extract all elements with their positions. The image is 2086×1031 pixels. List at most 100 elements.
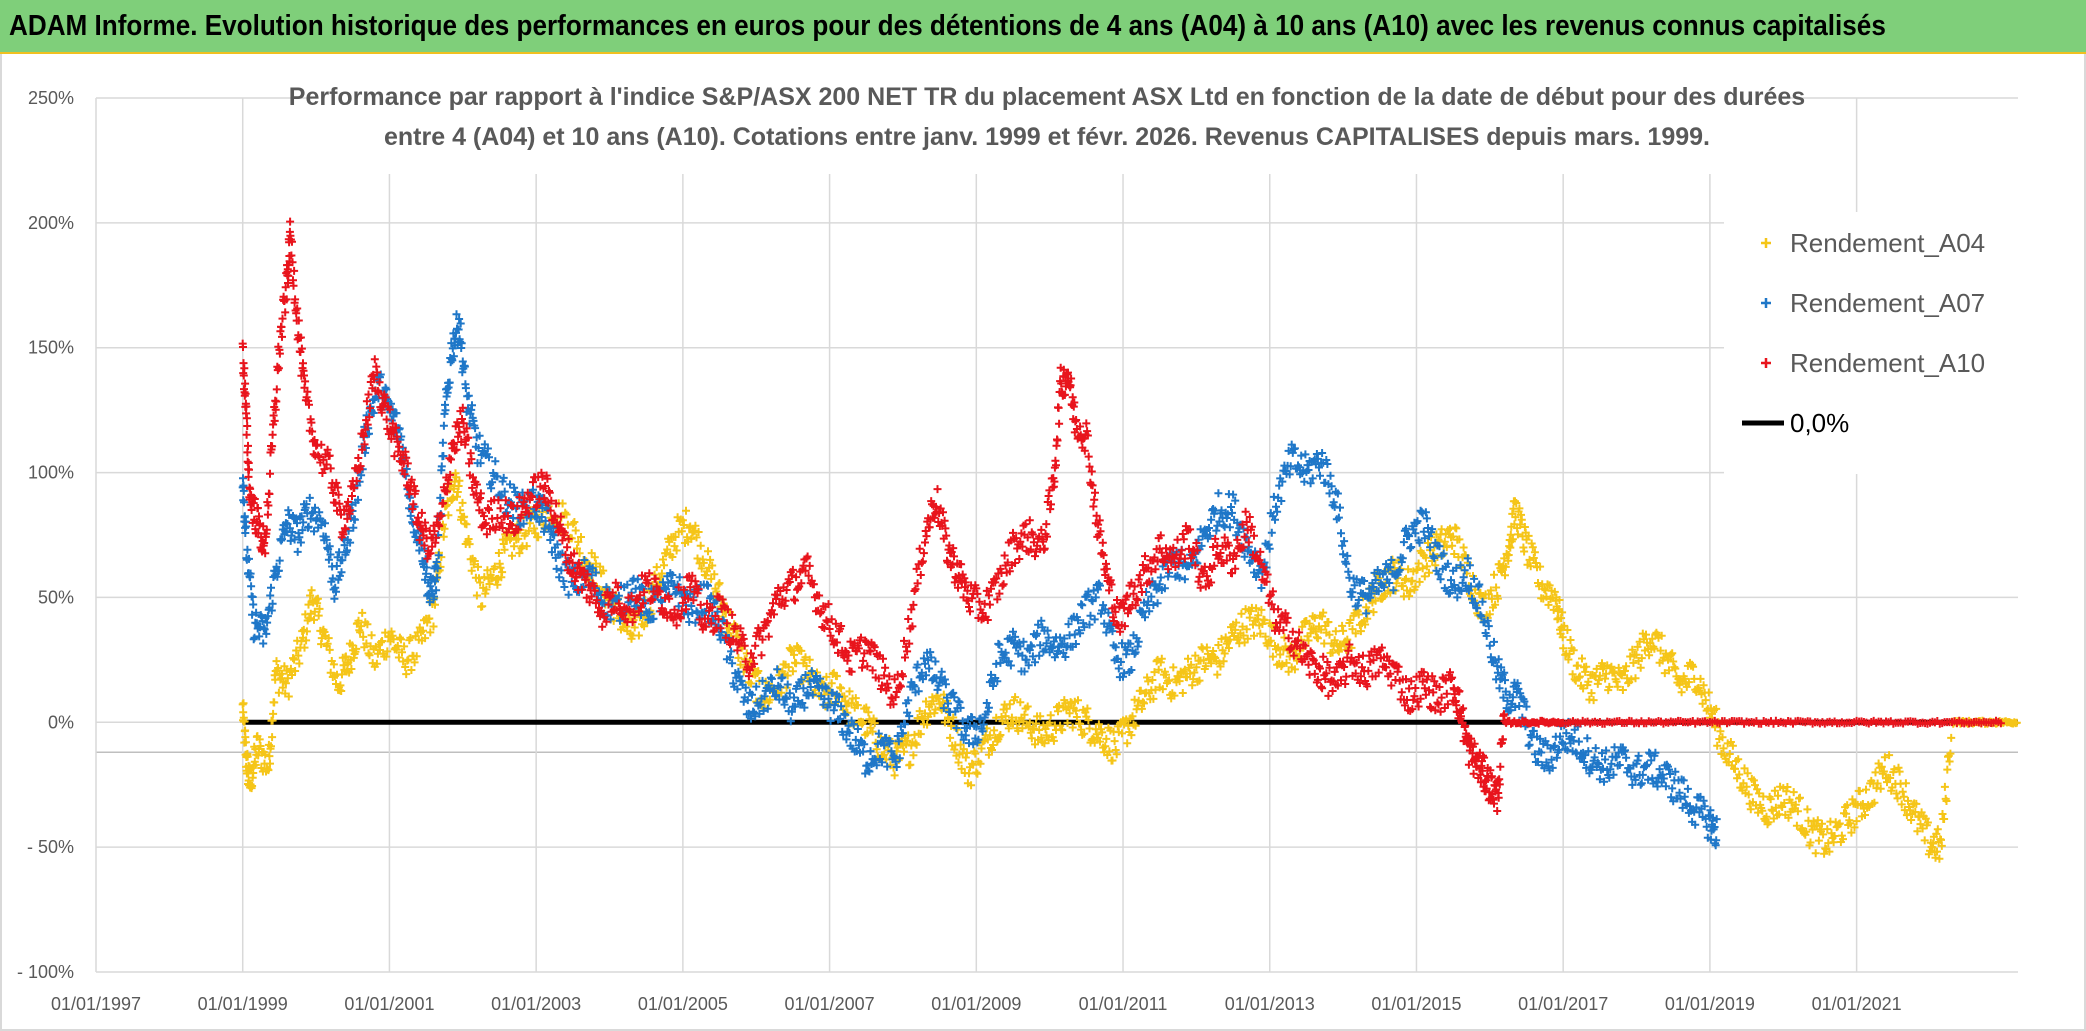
data-point [1014,726,1023,735]
data-point [1669,657,1678,666]
data-point [998,717,1007,726]
data-point [471,424,480,433]
data-point [1528,543,1537,552]
data-point [1031,740,1039,749]
data-point [1716,727,1725,736]
data-point [1894,763,1903,772]
data-point [660,561,668,570]
data-point [1090,495,1099,504]
data-point [962,749,971,757]
data-point [298,526,307,535]
data-point [570,518,579,526]
data-point [1339,626,1348,635]
data-point [1157,654,1166,663]
data-point [1486,586,1495,595]
data-point [1847,828,1856,837]
data-point [493,514,502,522]
data-point [437,462,446,471]
data-point [1045,718,1054,727]
data-point [1511,513,1520,522]
data-point [787,646,796,655]
data-point [1843,801,1852,810]
data-point [1190,668,1199,677]
data-point [1004,724,1013,733]
data-point [1579,684,1588,693]
data-point [754,667,763,675]
data-point [922,697,930,706]
data-point [633,575,642,584]
data-point [1813,816,1822,825]
data-point [1187,660,1196,669]
data-point [500,545,509,554]
data-point [1214,489,1223,498]
data-point [728,659,737,668]
data-point [801,653,810,662]
data-point [1796,793,1804,802]
data-point [1068,393,1077,402]
data-point [691,521,700,530]
data-point [1704,688,1713,697]
x-tick-label: 01/01/2007 [785,994,875,1014]
data-point [1631,674,1640,683]
data-point [1413,565,1422,574]
data-point [447,455,455,464]
data-point [1770,786,1779,795]
data-point [1449,532,1458,541]
data-point [1425,568,1433,577]
data-point [1094,720,1103,729]
data-point [1156,573,1165,582]
data-point [1573,661,1582,670]
data-point [457,339,466,348]
data-point [306,591,315,600]
data-point [1916,820,1925,829]
x-tick-label: 01/01/2009 [931,994,1021,1014]
data-point [1740,764,1749,773]
data-point [988,746,996,754]
data-point [1582,662,1591,671]
data-point [1605,682,1614,691]
data-point [1645,651,1654,660]
data-point [1184,654,1192,663]
data-point [1344,567,1353,576]
data-point [300,643,309,652]
data-point [1151,685,1160,694]
data-point [1054,403,1063,412]
data-point [291,667,300,675]
data-point [1677,688,1686,697]
data-point [467,566,476,575]
data-point [1766,795,1775,804]
data-point [389,635,398,644]
data-point [1029,724,1038,733]
data-point [1319,652,1328,661]
data-point [382,385,391,394]
data-point [767,674,776,683]
data-point [1696,674,1705,683]
data-point [474,444,483,452]
data-point [483,444,492,453]
data-point [1504,551,1513,559]
data-point [1414,559,1423,568]
data-point [272,385,281,394]
data-point [1361,620,1370,629]
data-point [322,535,331,544]
data-point [929,697,938,706]
data-point [985,600,994,609]
data-point [338,670,346,679]
data-point [1206,655,1214,664]
data-point [1802,827,1811,836]
data-point [1015,555,1024,563]
data-point [1450,550,1459,558]
data-point [1774,791,1782,800]
data-point [1501,562,1510,571]
data-point [239,486,248,495]
data-point [268,599,277,608]
data-point [1531,559,1540,567]
data-point [1660,669,1669,678]
data-point [674,602,683,611]
data-point [1268,652,1277,661]
data-point [1923,818,1932,827]
data-point [1493,594,1502,603]
data-point [524,526,533,535]
data-point [315,508,324,517]
data-point [315,604,324,613]
